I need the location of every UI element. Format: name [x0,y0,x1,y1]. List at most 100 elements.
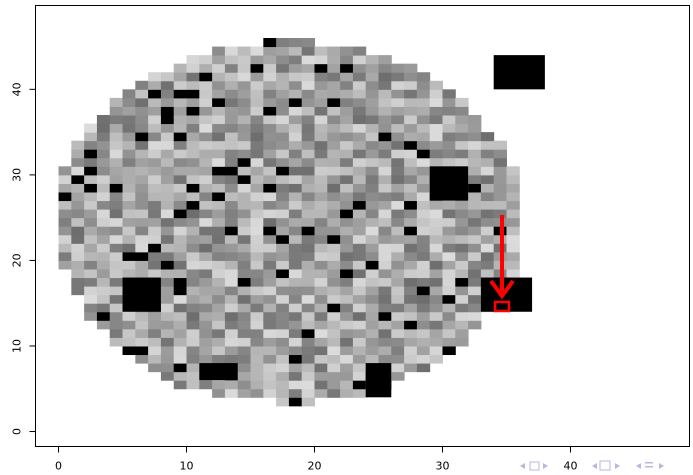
pixel [327,355,340,364]
pixel [327,72,340,81]
pixel [251,158,264,167]
pixel [161,141,174,150]
pixel [391,175,404,184]
pixel [238,235,251,244]
pixel [123,337,136,346]
pixel [263,47,276,56]
pixel [391,235,404,244]
pixel [123,183,136,192]
pixel [148,72,161,81]
pixel [110,201,123,210]
pixel [302,158,315,167]
pixel [148,320,161,329]
pixel [366,303,379,312]
pixel [148,149,161,158]
pixel [276,260,289,269]
pixel [289,355,302,364]
pixel [404,64,417,73]
pixel [327,243,340,252]
nav-icon [659,463,664,469]
pixel [148,106,161,115]
pixel [174,158,187,167]
pixel [161,209,174,218]
pixel [238,243,251,252]
pixel [199,124,212,133]
pixel [430,260,443,269]
pixel [71,243,84,252]
pixel [378,132,391,141]
pixel [455,329,468,338]
pixel [174,329,187,338]
pixel [404,106,417,115]
pixel [417,183,430,192]
pixel [97,295,110,304]
pixel [302,312,315,321]
pixel [494,166,507,175]
pixel [123,320,136,329]
pixel [212,252,225,261]
pixel [148,243,161,252]
pixel [430,218,443,227]
pixel [199,81,212,90]
pixel [84,175,97,184]
pixel [110,192,123,201]
pixel [353,380,366,389]
pixel [225,64,238,73]
pixel [161,192,174,201]
pixel [263,209,276,218]
pixel [59,235,72,244]
y-tick-label: 20 [11,253,24,267]
pixel [251,346,264,355]
pixel [148,355,161,364]
pixel [455,235,468,244]
pixel [378,158,391,167]
pixel [327,132,340,141]
pixel [302,72,315,81]
pixel [71,175,84,184]
pixel [302,149,315,158]
pixel [353,295,366,304]
pixel [506,209,519,218]
pixel [148,329,161,338]
pixel [174,320,187,329]
pixel [353,132,366,141]
pixel [251,363,264,372]
pixel [110,175,123,184]
pixel [187,72,200,81]
pixel [417,149,430,158]
pixel [84,218,97,227]
pixel [199,115,212,124]
nav-icon [615,463,620,469]
pixel [391,183,404,192]
pixel [187,312,200,321]
pixel [417,312,430,321]
pixel [442,98,455,107]
pixel [404,166,417,175]
pixel [148,81,161,90]
pixel [97,303,110,312]
pixel [315,235,328,244]
pixel [187,141,200,150]
pixel [327,175,340,184]
pixel [161,329,174,338]
pixel [110,286,123,295]
pixel [289,252,302,261]
pixel [212,295,225,304]
pixel [289,218,302,227]
pixel [276,106,289,115]
pixel [378,320,391,329]
pixel [391,166,404,175]
pixel [340,235,353,244]
pixel [238,252,251,261]
pixel [110,158,123,167]
pixel [417,252,430,261]
pixel [366,98,379,107]
pixel [212,132,225,141]
pixel [404,226,417,235]
pixel [135,175,148,184]
pixel [148,89,161,98]
pixel [212,303,225,312]
pixel [340,329,353,338]
pixel [366,346,379,355]
pixel [455,106,468,115]
